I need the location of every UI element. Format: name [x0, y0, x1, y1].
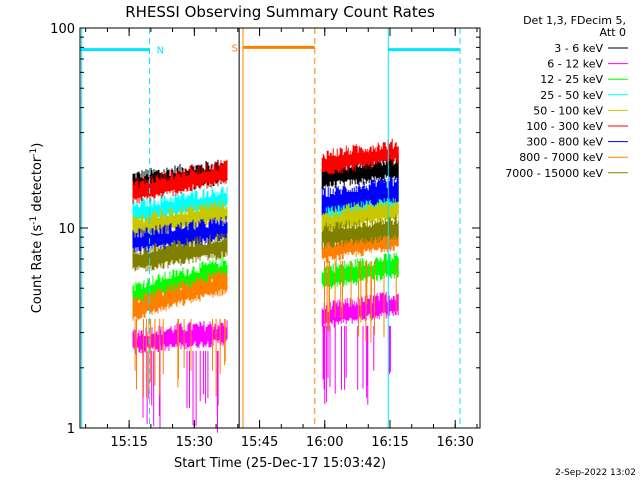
y-label-sup1: -1 [29, 216, 39, 225]
legend-label: 50 - 100 keV [533, 104, 603, 117]
event-marker-label: N [157, 46, 164, 57]
y-label-main: Count Rate (s [30, 225, 45, 314]
y-tick-label: 100 [50, 22, 75, 37]
x-tick-label: 16:30 [436, 435, 473, 450]
footer-date: 2-Sep-2022 13:02 [555, 468, 636, 478]
axes-layer: 15:15 15:30 15:45 16:00 16:15 16:30 1 10 100 [50, 22, 480, 450]
series-trace [321, 292, 399, 405]
series-trace [321, 252, 399, 290]
chart-title: RHESSI Observing Summary Count Rates [125, 3, 435, 21]
series-trace [321, 138, 399, 175]
legend-label: 100 - 300 keV [526, 120, 603, 133]
legend: Det 1,3, FDecim 5,Att 0 3 - 6 keV 6 - 12 k… [505, 14, 628, 180]
y-axis-label: Count Rate (s-1 detector-1) [29, 143, 45, 314]
x-tick-label: 15:15 [110, 435, 147, 450]
series-trace [132, 199, 228, 239]
legend-label: 25 - 50 keV [540, 89, 603, 102]
series-trace [321, 195, 399, 237]
y-label-mid: detector [30, 156, 45, 216]
x-tick-label: 15:30 [176, 435, 213, 450]
legend-label: 800 - 7000 keV [519, 151, 603, 164]
series-trace [321, 214, 399, 249]
y-tick-label: 10 [58, 222, 75, 237]
legend-label: 6 - 12 keV [547, 58, 603, 71]
x-tick-label: 15:45 [241, 435, 278, 450]
legend-label: 12 - 25 keV [540, 73, 603, 86]
x-tick-label: 16:00 [306, 435, 343, 450]
y-label-end: ) [30, 143, 45, 148]
x-tick-label: 16:15 [371, 435, 408, 450]
x-axis-label: Start Time (25-Dec-17 15:03:42) [174, 456, 386, 471]
series-trace [132, 186, 228, 225]
y-tick-label: 1 [67, 422, 75, 437]
legend-label: 300 - 800 keV [526, 136, 603, 149]
legend-label: 7000 - 15000 keV [505, 167, 603, 180]
series-trace [132, 233, 228, 272]
series-trace [132, 159, 228, 205]
series-trace [321, 176, 399, 215]
y-label-sup2: -1 [29, 148, 39, 157]
event-marker-label: S [232, 43, 238, 54]
series-trace [132, 216, 228, 255]
legend-header: Att 0 [600, 26, 626, 39]
traces-layer [132, 138, 399, 433]
legend-label: 3 - 6 keV [554, 42, 603, 55]
legend-header: Det 1,3, FDecim 5, [523, 14, 626, 27]
series-trace [132, 269, 228, 398]
